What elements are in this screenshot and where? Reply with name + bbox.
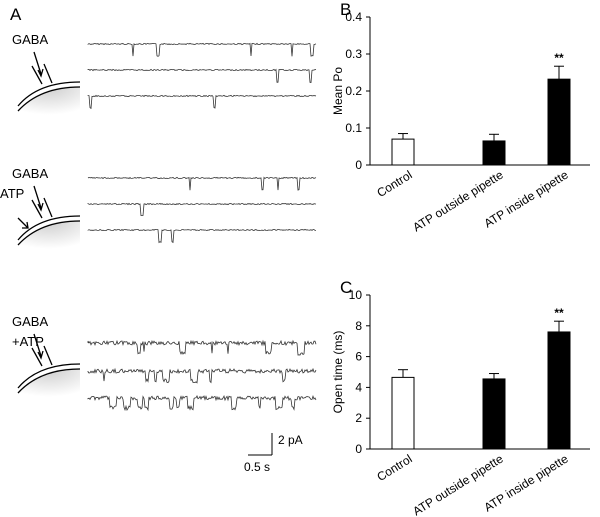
y-tick-label: 0	[355, 442, 362, 456]
trace	[87, 42, 317, 57]
membrane	[17, 220, 81, 246]
cell-diagrams	[17, 51, 81, 400]
y-axis-label: Mean Po	[331, 67, 345, 115]
y-axis-label: Open time (ms)	[331, 331, 345, 414]
trace	[87, 94, 317, 110]
condition-label: +ATP	[12, 334, 44, 349]
trace	[87, 394, 317, 412]
scale-bar	[248, 433, 273, 456]
y-tick-label: 0.3	[345, 47, 362, 61]
arrow	[33, 185, 44, 212]
membrane	[17, 215, 81, 241]
trace	[87, 176, 317, 191]
panel-label: B	[340, 0, 351, 19]
arrow	[33, 333, 44, 360]
bar	[482, 140, 506, 166]
scale-label: 2 pA	[278, 433, 303, 447]
trace	[87, 367, 317, 384]
trace	[87, 339, 317, 356]
cell	[18, 368, 80, 400]
annotation: **	[554, 306, 564, 320]
membrane	[17, 368, 81, 394]
panel-label: A	[10, 5, 22, 24]
cell	[18, 220, 80, 252]
pipette	[31, 63, 53, 85]
x-tick-label: Control	[374, 168, 414, 200]
condition-label: ATP	[0, 186, 24, 201]
condition-label: GABA	[12, 32, 48, 47]
membrane	[17, 86, 81, 112]
y-tick-label: 0.2	[345, 84, 362, 98]
y-tick-label: 0.4	[345, 10, 362, 24]
panel-label: C	[340, 278, 352, 297]
pipette	[31, 197, 53, 219]
bar	[391, 376, 415, 450]
bar	[391, 138, 415, 166]
y-tick-label: 0	[355, 158, 362, 172]
scale-label: 0.5 s	[244, 460, 270, 474]
condition-label: GABA	[12, 166, 48, 181]
membrane	[17, 81, 81, 107]
cell	[18, 86, 80, 118]
trace	[87, 228, 317, 244]
y-tick-label: 10	[349, 288, 363, 302]
x-tick-label: Control	[374, 452, 414, 484]
arrow	[33, 51, 44, 78]
traces	[87, 42, 317, 412]
membrane	[17, 363, 81, 389]
y-tick-label: 8	[355, 319, 362, 333]
annotation: **	[554, 51, 564, 65]
y-tick-label: 6	[355, 350, 362, 364]
bar	[482, 378, 506, 450]
arrow	[17, 217, 29, 229]
y-tick-label: 2	[355, 411, 362, 425]
y-tick-label: 4	[355, 380, 362, 394]
trace	[87, 68, 317, 83]
bar	[547, 331, 571, 450]
bar	[547, 78, 571, 166]
trace	[87, 202, 317, 217]
condition-label: GABA	[12, 314, 48, 329]
pipette	[31, 345, 53, 367]
y-tick-label: 0.1	[345, 121, 362, 135]
